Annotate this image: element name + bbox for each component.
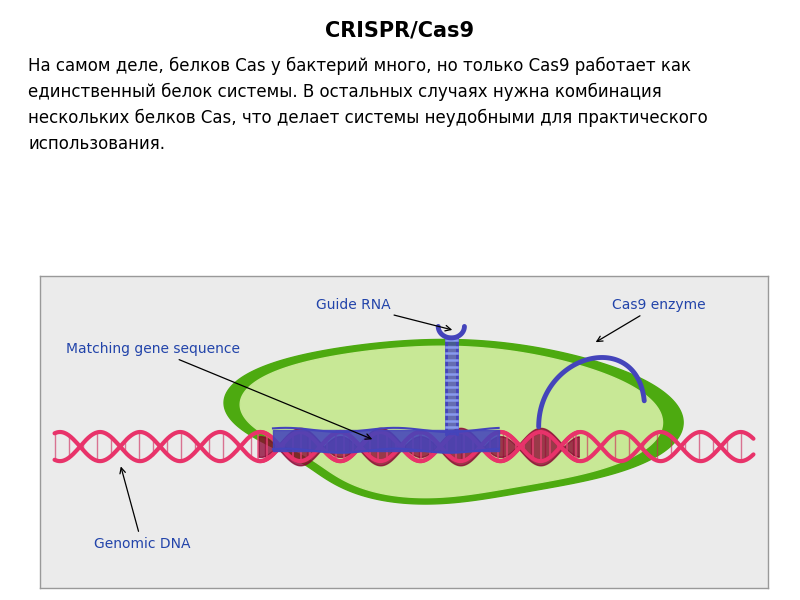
- Polygon shape: [224, 340, 683, 504]
- Text: Genomic DNA: Genomic DNA: [94, 468, 190, 551]
- Text: CRISPR/Cas9: CRISPR/Cas9: [326, 21, 474, 41]
- Text: Cas9 enzyme: Cas9 enzyme: [597, 298, 706, 341]
- Text: Guide RNA: Guide RNA: [316, 298, 451, 331]
- Polygon shape: [240, 346, 662, 497]
- Text: На самом деле, белков Cas у бактерий много, но только Cas9 работает как
единстве: На самом деле, белков Cas у бактерий мно…: [28, 57, 708, 153]
- Text: Matching gene sequence: Matching gene sequence: [66, 342, 371, 439]
